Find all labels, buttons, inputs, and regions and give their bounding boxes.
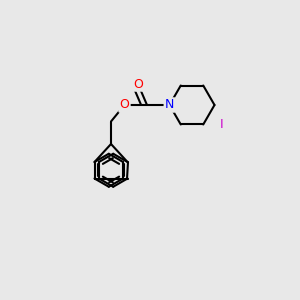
Text: N: N	[165, 98, 174, 112]
Text: I: I	[219, 118, 223, 131]
Text: O: O	[120, 98, 129, 112]
Text: O: O	[133, 77, 143, 91]
